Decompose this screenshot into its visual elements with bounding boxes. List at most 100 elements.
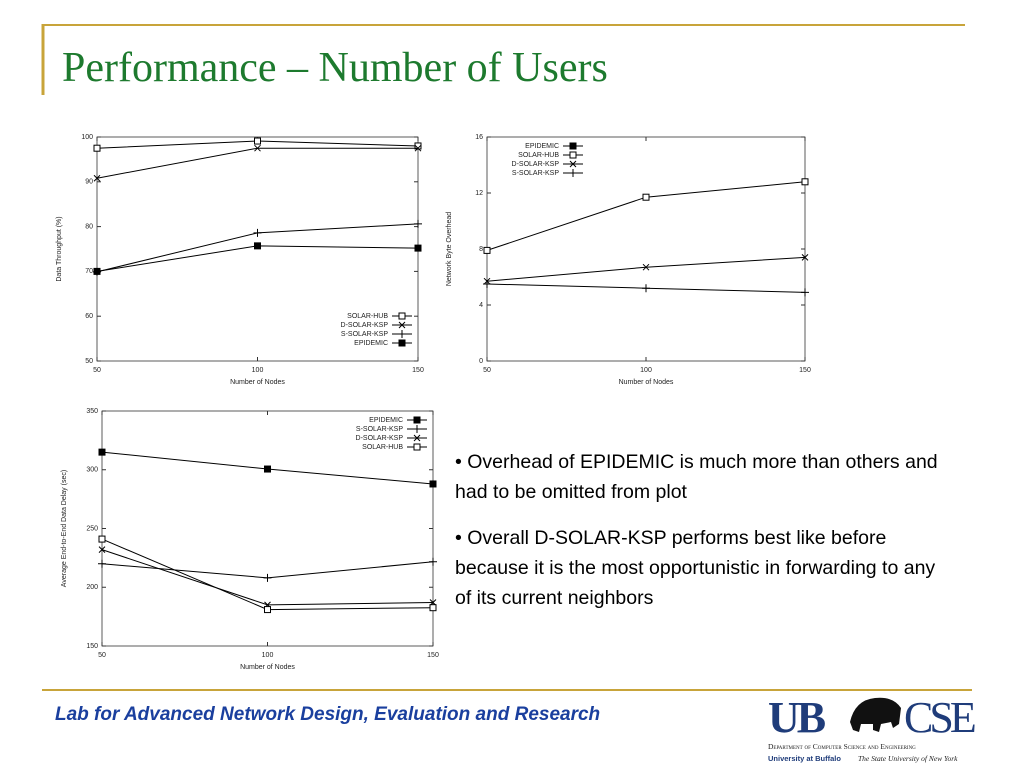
marker: [801, 254, 809, 261]
marker: [483, 280, 491, 288]
slide-title: Performance – Number of Users: [62, 45, 608, 91]
legend-marker: [398, 321, 406, 329]
logo-state: The State University of New York: [858, 754, 958, 763]
x-tick-label: 150: [412, 367, 424, 374]
legend-label: SOLAR-HUB: [518, 152, 559, 159]
bullet-list: Overhead of EPIDEMIC is much more than o…: [455, 447, 955, 629]
series-line: [486, 256, 806, 282]
y-axis-label: Average End-to-End Data Delay (sec): [61, 470, 68, 587]
legend-label: SOLAR-HUB: [347, 313, 388, 320]
legend-label: SOLAR-HUB: [362, 444, 403, 451]
y-tick-label: 100: [81, 134, 93, 141]
marker: [414, 142, 422, 150]
series-line: [486, 181, 806, 251]
marker: [414, 144, 422, 152]
legend-label: S-SOLAR-KSP: [341, 331, 388, 338]
y-tick-label: 250: [86, 525, 98, 532]
y-tick-label: 200: [86, 584, 98, 591]
marker: [801, 178, 809, 186]
y-tick-label: 350: [86, 408, 98, 415]
marker: [98, 559, 106, 568]
logo-university: University at Buffalo: [768, 754, 841, 763]
buffalo-icon: [850, 697, 901, 732]
y-tick-label: 80: [85, 223, 93, 230]
marker: [98, 535, 106, 543]
legend-marker: [398, 312, 406, 320]
legend-label: EPIDEMIC: [354, 340, 388, 347]
marker: [414, 219, 422, 228]
marker: [98, 546, 106, 554]
footer-text: Lab for Advanced Network Design, Evaluat…: [55, 704, 601, 725]
y-tick-label: 150: [86, 643, 98, 650]
legend-label: EPIDEMIC: [525, 143, 559, 150]
x-axis-label: Number of Nodes: [240, 664, 295, 671]
legend-label: D-SOLAR-KSP: [341, 322, 389, 329]
marker: [93, 267, 101, 275]
marker: [642, 263, 650, 271]
legend-label: S-SOLAR-KSP: [512, 170, 559, 177]
y-tick-label: 4: [479, 302, 483, 309]
y-tick-label: 300: [86, 467, 98, 474]
y-axis-label: Data Throughput (%): [56, 216, 63, 281]
marker: [642, 193, 650, 201]
y-axis-label: Network Byte Overhead: [446, 212, 453, 286]
y-tick-label: 90: [85, 179, 93, 186]
legend-label: D-SOLAR-KSP: [512, 161, 560, 168]
marker: [93, 174, 101, 182]
x-tick-label: 150: [427, 652, 439, 659]
marker: [801, 288, 809, 297]
x-tick-label: 100: [262, 652, 274, 659]
series-line: [96, 147, 418, 179]
legend-label: EPIDEMIC: [369, 417, 403, 424]
marker: [429, 557, 437, 566]
marker: [263, 573, 272, 582]
logo-department: Department of Computer Science and Engin…: [768, 742, 916, 751]
logo-ub: UB: [768, 693, 826, 742]
y-tick-label: 60: [85, 313, 93, 320]
y-tick-label: 8: [479, 246, 483, 253]
marker: [253, 228, 262, 237]
series-line: [96, 245, 419, 272]
legend-marker: [569, 169, 577, 177]
bullet: Overall D-SOLAR-KSP performs best like b…: [455, 523, 955, 613]
x-tick-label: 50: [483, 367, 491, 374]
marker: [483, 246, 491, 254]
marker: [98, 448, 106, 456]
y-tick-label: 12: [475, 190, 483, 197]
y-tick-label: 0: [479, 358, 483, 365]
legend-marker: [569, 151, 577, 159]
legend-marker: [413, 425, 421, 433]
bullet: Overhead of EPIDEMIC is much more than o…: [455, 447, 955, 507]
marker: [264, 465, 271, 473]
marker: [429, 604, 437, 612]
x-axis-label: Number of Nodes: [230, 379, 285, 386]
legend-marker: [413, 443, 421, 451]
x-tick-label: 50: [98, 652, 106, 659]
x-tick-label: 150: [799, 367, 811, 374]
y-tick-label: 50: [85, 358, 93, 365]
marker: [254, 137, 261, 145]
legend-marker: [398, 339, 406, 347]
marker: [414, 244, 422, 252]
legend-marker: [569, 160, 577, 168]
legend-label: D-SOLAR-KSP: [356, 435, 404, 442]
marker: [254, 144, 261, 152]
marker: [642, 284, 650, 293]
y-tick-label: 70: [85, 268, 93, 275]
legend-marker: [569, 142, 577, 150]
x-axis-label: Number of Nodes: [619, 379, 674, 386]
legend-marker: [413, 434, 421, 442]
marker: [429, 480, 437, 488]
logo-cse: CSE: [904, 693, 977, 742]
legend-marker: [413, 416, 421, 424]
x-tick-label: 100: [252, 367, 264, 374]
x-tick-label: 50: [93, 367, 101, 374]
marker: [254, 242, 261, 250]
marker: [93, 144, 101, 152]
marker: [264, 606, 271, 614]
y-tick-label: 16: [475, 134, 483, 141]
x-tick-label: 100: [640, 367, 652, 374]
legend-marker: [398, 330, 406, 338]
